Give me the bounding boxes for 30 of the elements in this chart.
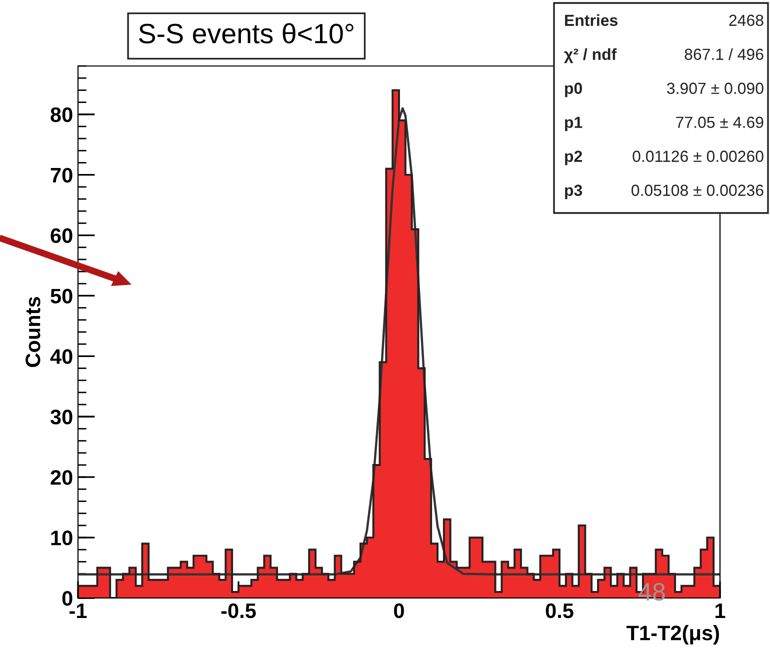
annotation: 0.01126 ± 0.00260 xyxy=(632,150,764,162)
x-axis-title: T1-T2(μs) xyxy=(626,625,719,644)
annotation: 3.907 ± 0.090 xyxy=(667,82,764,94)
y-tick-label: 60 xyxy=(50,228,72,244)
y-tick-label: 0 xyxy=(62,591,72,606)
x-tick-label: -1 xyxy=(70,604,87,618)
y-tick-label: 30 xyxy=(50,410,72,424)
y-tick-label: 50 xyxy=(50,288,72,304)
chart-title: S-S events θ<10° xyxy=(139,23,354,44)
annotation: p3 xyxy=(565,184,582,200)
annotation: 0.05108 ± 0.00236 xyxy=(632,184,764,196)
text: 867.1 / 496 xyxy=(684,48,764,60)
x-tick-label: -0.5 xyxy=(221,603,256,618)
annotation: 77.05 ± 4.69 xyxy=(676,116,764,128)
y-tick-label: 70 xyxy=(50,168,72,183)
text: Entries xyxy=(565,14,618,26)
text: 2468 xyxy=(729,14,764,26)
x-tick-label: 0.5 xyxy=(546,603,574,618)
x-tick-label: 1 xyxy=(716,604,726,618)
annotation: p2 xyxy=(565,150,582,166)
y-tick-label: 80 xyxy=(50,107,72,122)
annotation: p0 xyxy=(565,82,582,98)
annotation: p1 xyxy=(565,116,582,132)
text: χ² / ndf xyxy=(564,48,617,64)
y-tick-label: 20 xyxy=(50,470,72,485)
annotation: 48 xyxy=(638,583,665,601)
y-tick-label: 40 xyxy=(50,349,72,364)
y-tick-label: 10 xyxy=(51,530,72,546)
y-axis-title: Counts xyxy=(26,296,40,368)
x-tick-label: 0 xyxy=(394,603,404,618)
